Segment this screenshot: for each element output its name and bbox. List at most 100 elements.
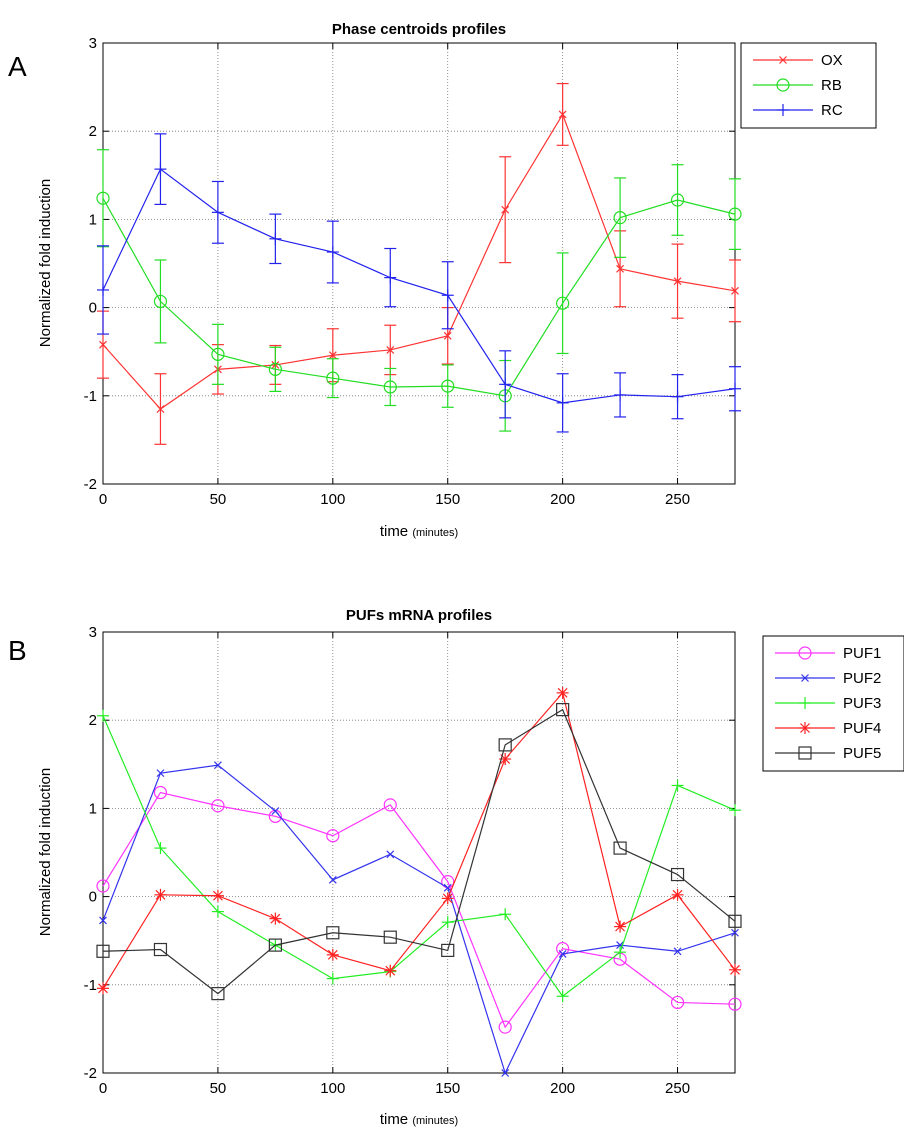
legend-marker — [798, 746, 812, 760]
data-point — [614, 920, 627, 933]
y-tick-label: 0 — [89, 300, 97, 317]
series-line — [102, 715, 736, 998]
data-point — [614, 946, 627, 959]
data-point — [326, 948, 339, 961]
y-tick-label: 2 — [89, 123, 97, 140]
x-tick-label: 100 — [320, 1080, 345, 1097]
panel-b-x-axis-label-unit: (minutes) — [412, 1115, 458, 1127]
series-line — [102, 197, 736, 397]
data-point — [328, 875, 337, 884]
data-point — [326, 246, 339, 259]
data-point — [156, 769, 165, 778]
data-point — [153, 785, 168, 800]
legend-marker — [798, 646, 812, 660]
data-point — [154, 163, 167, 176]
data-point — [728, 997, 742, 1011]
data-point — [731, 286, 739, 295]
data-point — [673, 277, 682, 286]
panel-b-grid — [103, 632, 735, 1073]
data-point — [614, 388, 627, 401]
panel-b-x-ticks: 0 50 100 150 200 250 — [99, 632, 690, 1097]
data-point — [269, 912, 282, 925]
panel-a-x-axis-label-main: time — [380, 523, 408, 540]
y-tick-label: 1 — [89, 800, 97, 817]
data-point — [211, 799, 225, 813]
legend-marker — [799, 722, 811, 734]
legend-label: PUF5 — [843, 745, 881, 762]
data-point — [729, 804, 741, 817]
data-point — [99, 340, 107, 349]
legend-marker — [799, 697, 811, 709]
panel-b-x-axis-label-main: time — [380, 1111, 408, 1128]
data-point — [269, 232, 282, 245]
data-point — [441, 916, 454, 929]
panel-b-series-puf1 — [96, 785, 742, 1034]
y-tick-label: 3 — [89, 35, 97, 52]
data-point — [441, 379, 455, 393]
data-point — [556, 396, 569, 409]
data-point — [670, 193, 685, 207]
data-point — [156, 405, 165, 413]
data-point — [213, 761, 222, 770]
data-point — [97, 709, 109, 722]
data-point — [670, 867, 685, 882]
panel-a-letter: A — [8, 51, 27, 82]
legend-marker — [776, 78, 790, 92]
x-tick-label: 150 — [435, 491, 460, 508]
legend-entry: PUF1 — [775, 645, 881, 662]
panel-a-x-axis-label-unit: (minutes) — [412, 527, 458, 539]
data-point — [441, 892, 454, 905]
data-point — [96, 879, 110, 893]
data-point — [268, 938, 282, 952]
panel-b-plot-frame — [102, 631, 736, 1074]
series-line — [102, 791, 736, 1029]
data-point — [154, 842, 167, 855]
legend-label: RB — [821, 77, 842, 94]
data-point — [386, 346, 395, 354]
data-point — [211, 905, 224, 918]
panel-a-grid — [103, 43, 735, 484]
panel-a-series-rc — [97, 133, 741, 433]
data-point — [268, 362, 282, 376]
panel-b-title: PUFs mRNA profiles — [346, 607, 492, 624]
legend-label: PUF2 — [843, 670, 881, 687]
data-point — [613, 211, 627, 225]
panel-a-plot-frame — [102, 42, 736, 485]
x-tick-label: 50 — [210, 1080, 227, 1097]
legend-entry: RB — [753, 77, 842, 94]
y-tick-label: -2 — [84, 1065, 97, 1082]
panel-b-y-ticks: -2 -1 0 1 2 3 — [84, 624, 735, 1082]
x-tick-label: 50 — [210, 491, 227, 508]
data-point — [211, 347, 225, 361]
data-point — [154, 888, 167, 901]
data-point — [443, 883, 452, 892]
panel-a-x-axis-label: time (minutes) — [380, 523, 458, 540]
data-point — [498, 738, 512, 752]
panel-b-series-puf3 — [97, 709, 741, 1003]
data-point — [383, 380, 397, 394]
panel-a-series-ox — [97, 82, 741, 445]
data-point — [558, 110, 567, 119]
panel-a-y-axis-label: Normalized fold induction — [37, 179, 54, 347]
series-line — [102, 764, 736, 1075]
data-point — [671, 888, 684, 901]
y-tick-label: -2 — [84, 476, 97, 493]
panel-b-y-axis-label: Normalized fold induction — [37, 768, 54, 936]
x-tick-label: 150 — [435, 1080, 460, 1097]
legend-label: RC — [821, 102, 843, 119]
data-point — [499, 908, 512, 921]
panel-b-series-puf5 — [96, 703, 742, 1001]
data-point — [499, 378, 512, 391]
legend-entry: OX — [753, 52, 843, 69]
data-point — [556, 686, 569, 699]
data-point — [328, 351, 337, 360]
legend-entry: PUF2 — [775, 670, 881, 687]
data-point — [383, 930, 397, 944]
legend-label: PUF3 — [843, 695, 881, 712]
panel-a-series — [96, 82, 742, 445]
panel-a-title: Phase centroids profiles — [332, 21, 506, 38]
legend-entry: RC — [753, 102, 843, 119]
panel-a-y-ticks: -2 -1 0 1 2 3 — [84, 35, 735, 493]
data-point — [443, 331, 452, 340]
